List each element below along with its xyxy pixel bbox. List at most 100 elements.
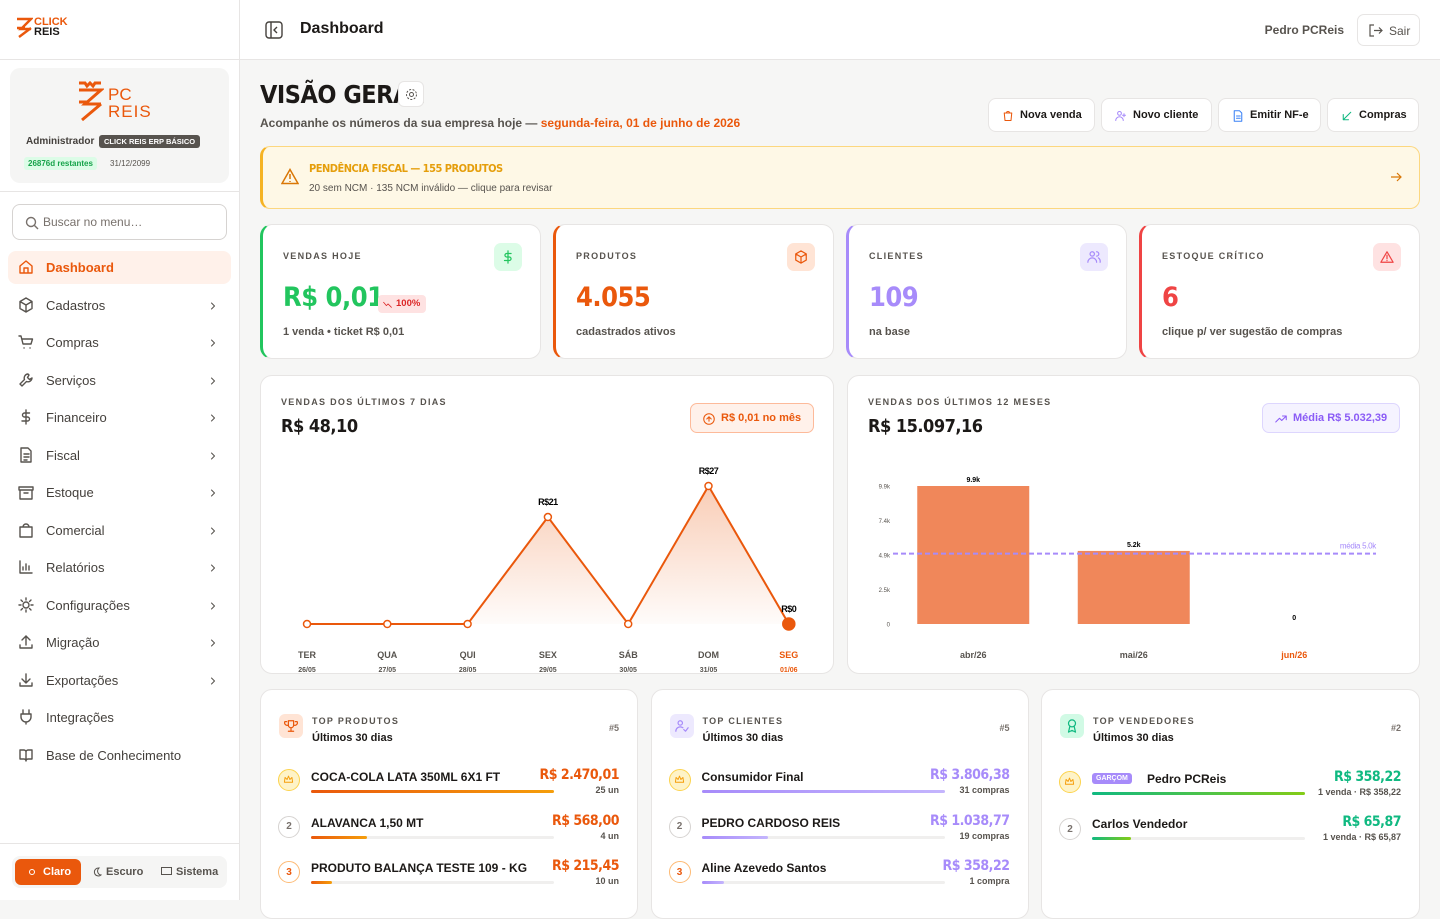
collapse-toggle[interactable]: [265, 21, 283, 39]
x-date-label: 27/05: [379, 667, 397, 674]
icon-shape: [795, 250, 807, 264]
rank-number: 3: [668, 861, 691, 883]
icon-shape: [674, 720, 689, 732]
ranking-period: Últimos 30 dias: [1093, 732, 1174, 744]
chevron: [210, 339, 216, 347]
progress-track: [701, 835, 945, 839]
action-button[interactable]: Compras: [1327, 98, 1419, 132]
menu-item[interactable]: Compras: [8, 326, 231, 359]
icon-shape: [210, 376, 216, 385]
menu-item[interactable]: Estoque: [8, 476, 231, 509]
progress-track: [1092, 837, 1305, 840]
menu-item[interactable]: Financeiro: [8, 401, 231, 434]
menu-item[interactable]: Migração: [8, 626, 231, 659]
ranking-card: TOP CLIENTES Últimos 30 dias #5 Consumidor …: [650, 689, 1029, 919]
menu-item[interactable]: Serviços: [8, 364, 231, 397]
ranking-icon-glyph: [284, 720, 298, 732]
monitor-icon: [161, 867, 172, 875]
chart-total: R$ 15.097,16: [868, 416, 983, 437]
menu-icon: [18, 335, 34, 349]
value-label: 5.2k: [1127, 542, 1141, 549]
ranking-detail: 4 un: [600, 830, 619, 841]
icon-shape: [210, 526, 216, 535]
action-label: Novo cliente: [1133, 109, 1199, 121]
warning-icon: [281, 168, 299, 185]
search-box[interactable]: Buscar no menu…: [12, 204, 227, 240]
icon-shape: [19, 522, 33, 538]
kpi-card: PRODUTOS 4.055 cadastrados ativos: [553, 224, 834, 359]
menu-icon: [19, 748, 33, 762]
progress-track: [701, 881, 945, 884]
menu-item[interactable]: Dashboard: [8, 251, 231, 284]
overview-subtitle: Acompanhe os números da sua empresa hoje…: [260, 116, 740, 130]
theme-option[interactable]: Escuro: [92, 866, 143, 878]
bar: [1077, 550, 1190, 624]
chart-badge: R$ 0,01 no mês: [690, 403, 815, 433]
kpi-value: 4.055: [576, 282, 651, 313]
icon-shape: [503, 250, 512, 264]
rank-number: 3: [278, 861, 300, 883]
icon-shape: [1342, 111, 1352, 121]
menu-item[interactable]: Comercial: [8, 514, 231, 547]
progress-bar: [701, 835, 768, 839]
ranking-value: R$ 215,45: [552, 858, 619, 874]
x-date-label: 28/05: [459, 667, 477, 674]
x-tick-label: QUI: [460, 650, 476, 660]
x-date-label: 30/05: [619, 667, 637, 674]
ranking-name: Pedro PCReis: [1147, 772, 1227, 786]
rank-crown: [1059, 771, 1081, 793]
menu-item[interactable]: Base de Conhecimento: [8, 739, 231, 772]
ranking-detail: 10 un: [595, 876, 619, 886]
menu-item[interactable]: Configurações: [8, 589, 231, 622]
action-label: Emitir NF-e: [1250, 109, 1309, 121]
icon-shape: [283, 775, 294, 783]
icon-shape: [19, 560, 33, 574]
kpi-card[interactable]: ESTOQUE CRÍTICO 6 clique p/ ver sugestão d…: [1139, 224, 1420, 359]
divider: [0, 843, 239, 844]
kpi-label: ESTOQUE CRÍTICO: [1162, 251, 1265, 261]
ranking-detail: 19 compras: [959, 830, 1010, 841]
menu-icon: [20, 446, 32, 463]
y-tick-label: 7.4k: [879, 519, 891, 525]
menu-icon: [20, 709, 32, 725]
theme-option[interactable]: Claro: [15, 859, 81, 885]
icon-shape: [19, 748, 33, 762]
point: [463, 619, 472, 629]
icon-shape: [20, 446, 32, 463]
menu-item[interactable]: Fiscal: [8, 439, 231, 472]
plan-badge: CLICK REIS ERP BÁSICO: [99, 135, 201, 148]
menu-item[interactable]: Integrações: [8, 701, 231, 734]
brand-line: REIS: [34, 26, 60, 38]
progress-bar: [311, 835, 367, 839]
action-icon: [1115, 110, 1127, 122]
icon-shape: [210, 676, 216, 685]
icon-shape: [210, 414, 216, 422]
profile-logo: PC REIS: [108, 86, 152, 120]
x-tick-label: QUA: [377, 650, 398, 660]
action-button[interactable]: Emitir NF-e: [1218, 98, 1321, 132]
ranking-count: #2: [1390, 723, 1401, 733]
icon-shape: [1087, 251, 1101, 263]
action-button[interactable]: Nova venda: [988, 98, 1095, 132]
kpi-icon-glyph: [795, 250, 807, 264]
menu-label: Migração: [46, 635, 100, 650]
action-button[interactable]: Novo cliente: [1101, 98, 1212, 132]
menu-item[interactable]: Relatórios: [8, 551, 231, 584]
rank-number: 2: [668, 815, 691, 838]
menu-item[interactable]: Exportações: [8, 664, 231, 697]
logout-button[interactable]: Sair: [1357, 14, 1420, 46]
kpi-icon: [1080, 243, 1108, 271]
kpi-card: VENDAS HOJE R$ 0,01 100% 1 venda • ticket R…: [260, 224, 541, 359]
kpi-badge: 100%: [378, 295, 427, 313]
kpi-icon-glyph: [1380, 251, 1394, 263]
kpi-icon: [1373, 243, 1401, 271]
ranking-detail: 1 venda · R$ 65,87: [1322, 832, 1401, 842]
settings-button[interactable]: [398, 81, 424, 107]
progress-track: [1092, 792, 1305, 795]
menu-item[interactable]: Cadastros: [8, 289, 231, 322]
theme-option[interactable]: Sistema: [161, 866, 218, 878]
fiscal-alert[interactable]: PENDÊNCIA FISCAL — 155 PRODUTOS 20 sem N…: [260, 146, 1420, 209]
ranking-icon: [669, 714, 694, 738]
kpi-icon-glyph: [503, 250, 512, 264]
icon-shape: [20, 709, 32, 725]
